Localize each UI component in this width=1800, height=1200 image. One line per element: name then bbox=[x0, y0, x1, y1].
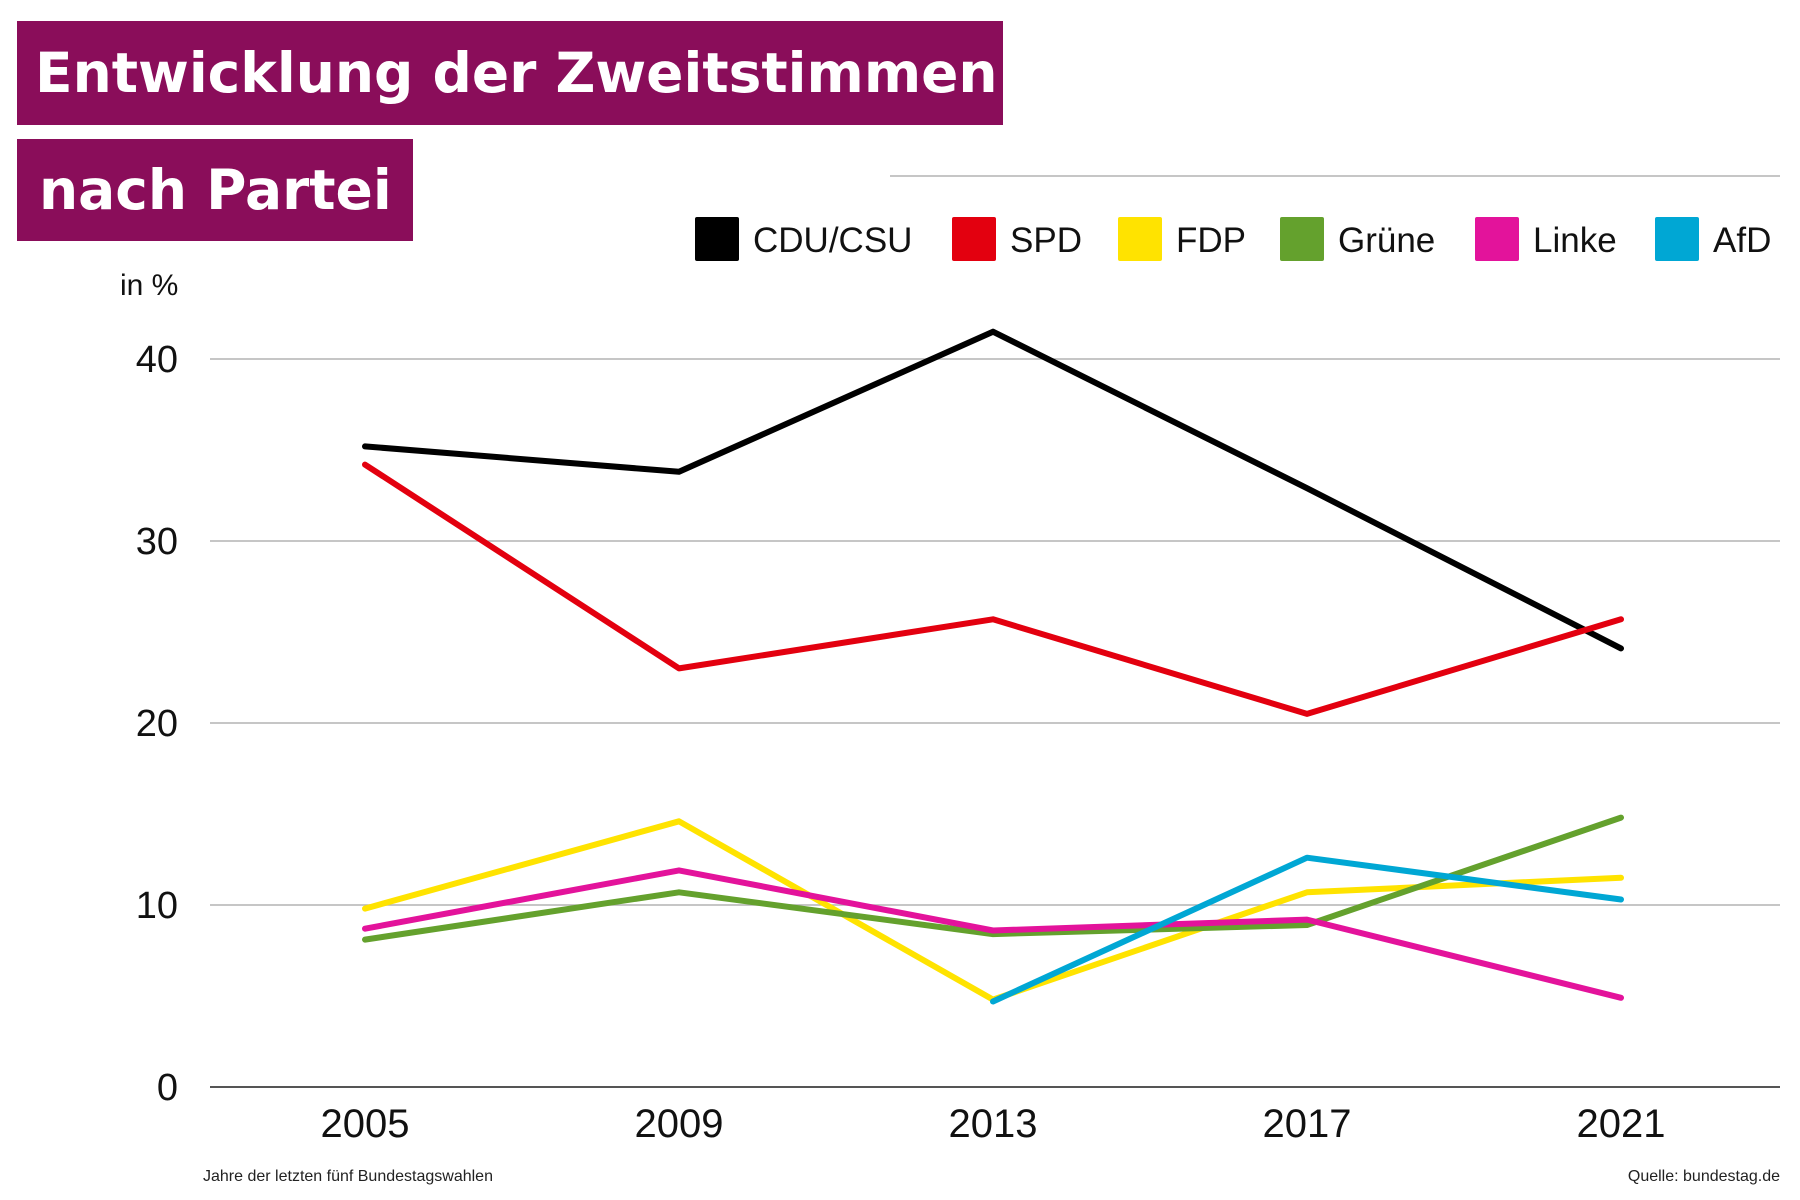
gridlines bbox=[210, 358, 1780, 1088]
y-tick-label: 10 bbox=[136, 885, 178, 927]
legend-label: Linke bbox=[1533, 221, 1617, 260]
legend-swatch bbox=[1118, 217, 1162, 261]
y-tick-label: 20 bbox=[136, 703, 178, 745]
x-tick-label: 2009 bbox=[635, 1102, 724, 1146]
x-tick-labels: 2005 2009 2013 2017 2021 bbox=[321, 1102, 1666, 1146]
series-line-cdu-csu bbox=[362, 328, 1624, 652]
x-tick-label: 2005 bbox=[321, 1102, 410, 1146]
series-line-linke bbox=[362, 867, 1624, 1001]
legend-swatch bbox=[1475, 217, 1519, 261]
legend-swatch bbox=[695, 217, 739, 261]
series-line-grüne bbox=[362, 814, 1624, 943]
series-line-spd bbox=[362, 461, 1624, 717]
x-tick-label: 2013 bbox=[949, 1102, 1038, 1146]
x-tick-label: 2021 bbox=[1577, 1102, 1666, 1146]
legend-label: CDU/CSU bbox=[753, 221, 912, 260]
series-line-afd bbox=[990, 854, 1624, 1005]
y-axis-label: in % bbox=[120, 269, 178, 302]
footnote: Jahre der letzten fünf Bundestagswahlen bbox=[203, 1168, 493, 1185]
legend-label: SPD bbox=[1010, 221, 1082, 260]
legend-swatch bbox=[952, 217, 996, 261]
chart-title-line-2: nach Partei bbox=[17, 139, 413, 241]
y-tick-labels: 0 10 20 30 40 bbox=[136, 339, 178, 1109]
y-tick-label: 30 bbox=[136, 521, 178, 563]
legend-swatch bbox=[1655, 217, 1699, 261]
chart-title-line-1: Entwicklung der Zweitstimmen bbox=[17, 21, 1003, 125]
legend-swatch bbox=[1280, 217, 1324, 261]
legend-label: FDP bbox=[1176, 221, 1246, 260]
y-tick-label: 0 bbox=[157, 1067, 178, 1109]
legend-label: AfD bbox=[1713, 221, 1771, 260]
legend-label: Grüne bbox=[1338, 221, 1435, 260]
x-tick-label: 2017 bbox=[1263, 1102, 1352, 1146]
y-tick-label: 40 bbox=[136, 339, 178, 381]
series-lines bbox=[362, 328, 1624, 1005]
source-note: Quelle: bundestag.de bbox=[1627, 1168, 1780, 1185]
legend: CDU/CSU SPD FDP Grüne Linke AfD bbox=[695, 217, 1771, 261]
